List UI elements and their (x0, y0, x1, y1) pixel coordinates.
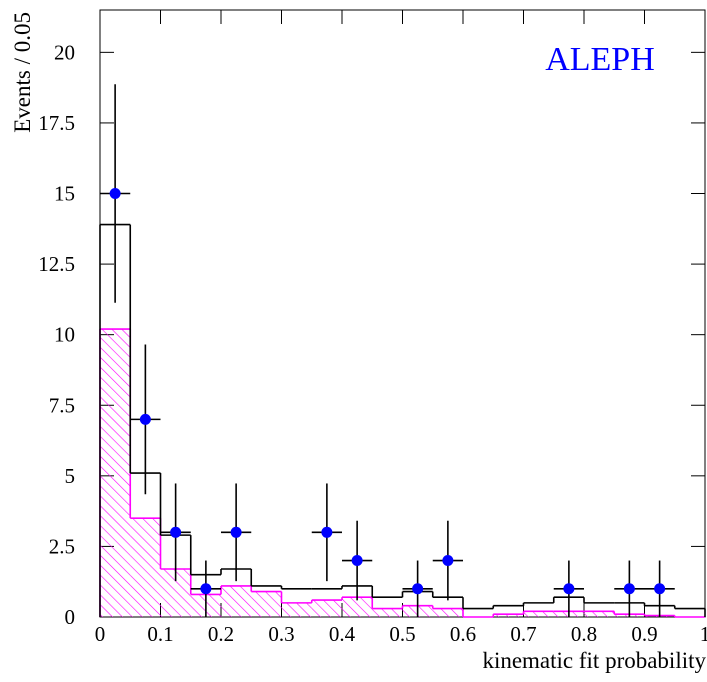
x-tick-label: 0.9 (631, 622, 657, 646)
data-point (139, 413, 151, 425)
data-point (170, 526, 182, 538)
data-point (563, 583, 575, 595)
histogram-bar (342, 597, 373, 617)
histogram-bar (523, 611, 554, 617)
x-tick-label: 0.1 (147, 622, 173, 646)
data-point (442, 555, 454, 567)
histogram-bar (311, 600, 342, 617)
histogram-bar (432, 608, 463, 617)
y-axis-label: Events / 0.05 (10, 12, 35, 133)
x-tick-label: 0.5 (389, 622, 415, 646)
y-tick-label: 0 (65, 605, 76, 629)
histogram-bar (493, 614, 524, 617)
x-tick-label: 1 (700, 622, 707, 646)
plot-frame (99, 9, 706, 618)
y-tick-label: 7.5 (49, 393, 75, 417)
data-point (321, 526, 333, 538)
histogram-bar (281, 602, 312, 617)
data-point (412, 583, 424, 595)
data-point (109, 188, 121, 200)
y-tick-label: 10 (54, 323, 75, 347)
x-tick-label: 0 (95, 622, 106, 646)
data-point (623, 583, 635, 595)
y-tick-label: 5 (65, 464, 76, 488)
data-point (351, 555, 363, 567)
data-point (654, 583, 666, 595)
data-point (200, 583, 212, 595)
y-tick-label: 12.5 (38, 252, 75, 276)
x-tick-label: 0.6 (450, 622, 476, 646)
x-tick-label: 0.7 (510, 622, 536, 646)
histogram-bar (251, 591, 282, 617)
x-axis-label: kinematic fit probability (482, 648, 706, 673)
x-tick-label: 0.2 (208, 622, 234, 646)
histogram-bar (584, 611, 615, 617)
data-point (230, 526, 242, 538)
histogram-bar (221, 585, 252, 617)
y-tick-label: 15 (54, 182, 75, 206)
y-tick-label: 20 (54, 40, 75, 64)
annotation: ALEPH (545, 41, 655, 78)
histogram-bar (130, 518, 161, 617)
histogram-bar (100, 329, 131, 617)
y-tick-label: 2.5 (49, 534, 75, 558)
histogram-bar (372, 608, 403, 617)
y-tick-label: 17.5 (38, 111, 75, 135)
x-tick-label: 0.3 (268, 622, 294, 646)
x-tick-label: 0.4 (329, 622, 356, 646)
x-tick-label: 0.8 (571, 622, 597, 646)
